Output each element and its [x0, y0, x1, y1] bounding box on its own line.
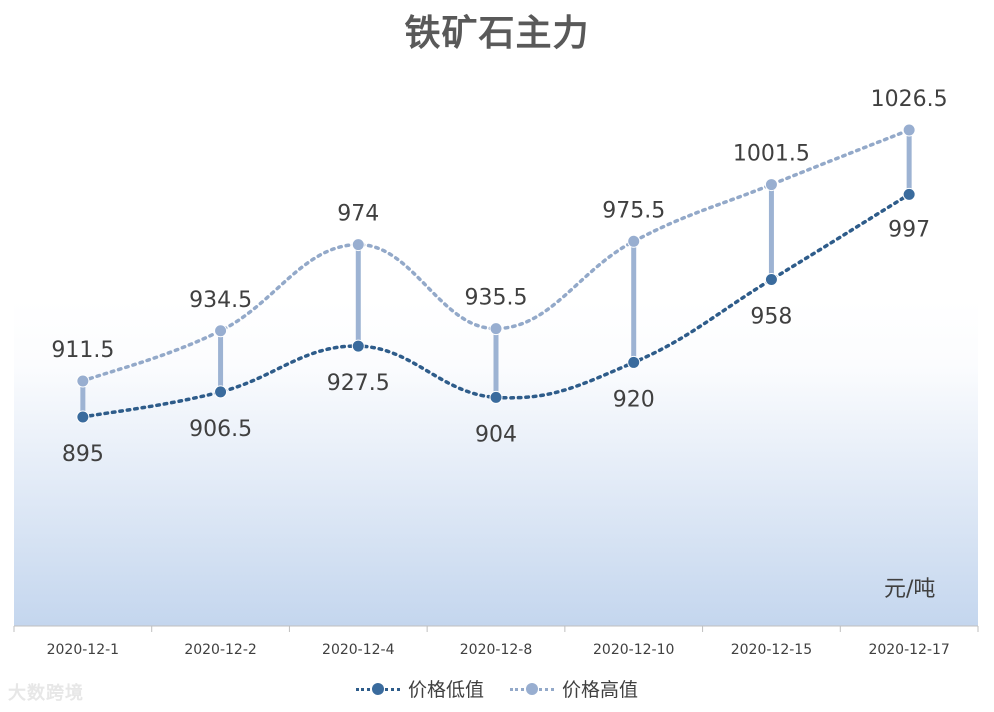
- marker-high: [76, 374, 90, 388]
- x-tick-label: 2020-12-15: [731, 642, 812, 658]
- legend-item-low: 价格低值: [355, 675, 484, 702]
- x-axis: 2020-12-1 2020-12-2 2020-12-4 2020-12-8 2020…: [13, 625, 979, 658]
- data-label-high: 934.5: [189, 288, 252, 313]
- marker-high: [489, 322, 503, 336]
- marker-high: [902, 123, 916, 137]
- legend: 价格低值 价格高值: [0, 675, 994, 702]
- marker-low: [214, 385, 228, 399]
- x-tick-label: 2020-12-4: [322, 642, 395, 658]
- data-label-high: 1026.5: [871, 87, 948, 112]
- data-label-low: 958: [750, 305, 792, 330]
- x-tick-label: 2020-12-8: [460, 642, 532, 658]
- data-label-low: 920: [613, 387, 655, 412]
- marker-high: [764, 178, 778, 192]
- marker-high: [214, 324, 228, 338]
- data-label-low: 904: [475, 422, 517, 447]
- marker-low: [902, 187, 916, 201]
- x-tick-label: 2020-12-17: [868, 642, 949, 658]
- data-label-high: 974: [337, 202, 379, 227]
- x-tick-label: 2020-12-10: [593, 642, 674, 658]
- marker-low: [351, 339, 365, 353]
- marker-low: [764, 273, 778, 287]
- data-label-low: 997: [888, 217, 930, 242]
- data-label-low: 906.5: [189, 417, 252, 442]
- chart-title: 铁矿石主力: [404, 13, 590, 54]
- x-tick-label: 2020-12-1: [47, 642, 119, 658]
- unit-label: 元/吨: [884, 577, 936, 602]
- data-label-low: 895: [62, 442, 104, 467]
- data-label-high: 1001.5: [733, 142, 810, 167]
- legend-item-high: 价格高值: [510, 675, 638, 702]
- legend-swatch-low: [355, 682, 400, 695]
- marker-low: [76, 410, 90, 424]
- series-markers: [76, 123, 916, 424]
- data-label-low: 927.5: [327, 371, 390, 396]
- data-label-high: 911.5: [51, 338, 114, 363]
- marker-high: [627, 234, 641, 248]
- marker-low: [489, 390, 503, 404]
- high-low-lines: [80, 130, 912, 417]
- data-label-high: 935.5: [465, 286, 528, 311]
- marker-high: [351, 238, 365, 252]
- watermark: 大数跨境: [8, 683, 84, 704]
- data-labels: 911.5 934.5 974 935.5 975.5 1001.5 1026.5 895 90…: [51, 87, 947, 467]
- marker-low: [627, 355, 641, 369]
- x-tick-label: 2020-12-2: [184, 642, 256, 658]
- legend-label-low: 价格低值: [407, 679, 484, 701]
- legend-label-high: 价格高值: [562, 679, 639, 701]
- legend-swatch-high: [510, 682, 554, 695]
- data-label-high: 975.5: [602, 198, 665, 223]
